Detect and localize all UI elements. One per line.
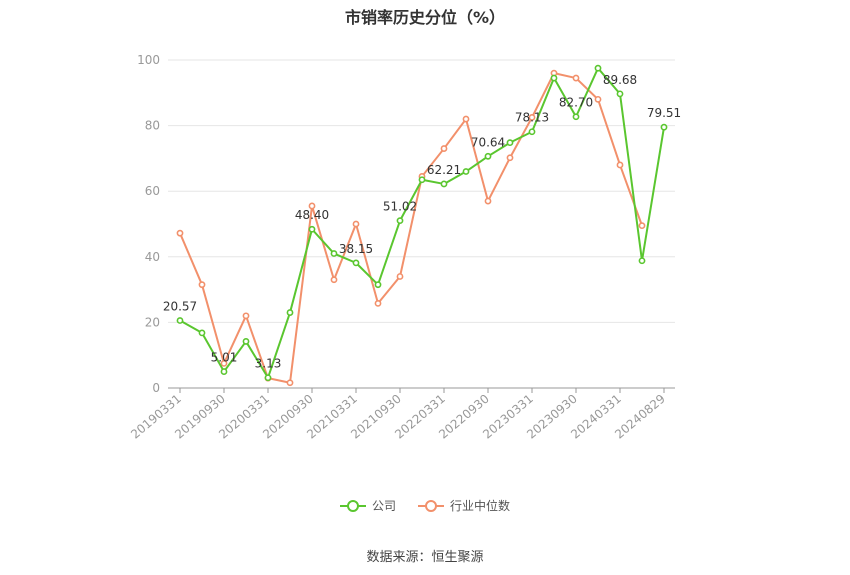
data-point-company <box>462 168 470 175</box>
data-label: 70.64 <box>471 135 505 149</box>
data-point-company <box>418 176 426 184</box>
data-point-company <box>286 309 294 316</box>
data-point-company <box>374 281 382 289</box>
data-label: 89.68 <box>603 73 637 87</box>
data-point-industry-median <box>198 281 206 289</box>
chart-title: 市销率历史分位（%） <box>344 8 506 27</box>
data-point-company <box>352 259 360 267</box>
data-point-company <box>660 123 668 131</box>
data-point-company <box>484 152 492 160</box>
data-label: 82.70 <box>559 96 593 110</box>
data-point-industry-median <box>396 273 404 280</box>
data-label: 79.51 <box>647 106 681 120</box>
data-label: 51.02 <box>383 200 417 214</box>
data-point-industry-median <box>572 74 580 82</box>
data-point-industry-median <box>484 197 492 205</box>
series-line-company <box>179 67 665 379</box>
data-point-company <box>572 113 580 121</box>
legend-item-company[interactable]: 公司 <box>339 497 396 514</box>
data-point-industry-median <box>352 220 360 228</box>
data-source: 数据来源：恒生聚源 <box>366 550 484 565</box>
data-label: 3.13 <box>255 357 282 371</box>
y-tick-label: 80 <box>145 119 160 133</box>
legend-item-industry-median[interactable]: 行业中位数 <box>418 497 510 514</box>
data-point-industry-median <box>330 276 338 284</box>
data-point-industry-median <box>220 359 228 367</box>
y-tick-label: 0 <box>152 381 160 395</box>
data-point-industry-median <box>638 222 646 230</box>
data-point-company <box>638 257 646 265</box>
data-point-industry-median <box>374 299 382 307</box>
data-label: 78.13 <box>515 111 549 125</box>
data-point-company <box>616 90 624 98</box>
data-point-company <box>330 250 338 257</box>
legend-label-company: 公司 <box>371 499 396 513</box>
chart-plot: 0204060801002019033120190930202003312020… <box>128 53 681 442</box>
data-point-company <box>308 225 316 233</box>
data-point-industry-median <box>176 229 184 237</box>
data-point-company <box>242 338 250 345</box>
data-point-industry-median <box>286 379 294 387</box>
legend: 公司 行业中位数 <box>0 497 850 514</box>
data-point-company <box>550 74 558 82</box>
data-point-industry-median <box>440 145 448 152</box>
data-point-industry-median <box>506 154 514 162</box>
data-point-company <box>594 64 602 72</box>
data-point-company <box>198 329 206 337</box>
legend-label-industry-median: 行业中位数 <box>450 499 511 513</box>
data-label: 62.21 <box>427 163 461 177</box>
y-tick-label: 100 <box>137 53 160 67</box>
series-line-industry-median <box>179 72 643 384</box>
data-point-company <box>396 217 404 225</box>
data-point-company <box>440 180 448 188</box>
legend-marker-industry-median <box>418 499 444 512</box>
data-label: 20.57 <box>163 300 197 314</box>
data-point-company <box>528 128 536 136</box>
data-point-company <box>506 139 514 147</box>
data-point-company <box>176 317 184 324</box>
data-label: 5.01 <box>211 351 238 365</box>
data-point-industry-median <box>242 312 250 320</box>
y-tick-label: 40 <box>145 250 160 264</box>
data-point-industry-median <box>594 95 602 103</box>
data-point-industry-median <box>308 202 316 210</box>
data-point-company <box>220 368 228 375</box>
y-tick-label: 20 <box>145 315 160 329</box>
data-point-industry-median <box>528 114 536 121</box>
data-label: 38.15 <box>339 242 373 256</box>
data-point-industry-median <box>462 115 470 123</box>
legend-marker-company <box>339 499 366 512</box>
data-label: 48.40 <box>295 208 329 222</box>
data-point-company <box>264 374 272 382</box>
y-tick-label: 60 <box>145 184 160 198</box>
data-point-industry-median <box>616 161 624 169</box>
